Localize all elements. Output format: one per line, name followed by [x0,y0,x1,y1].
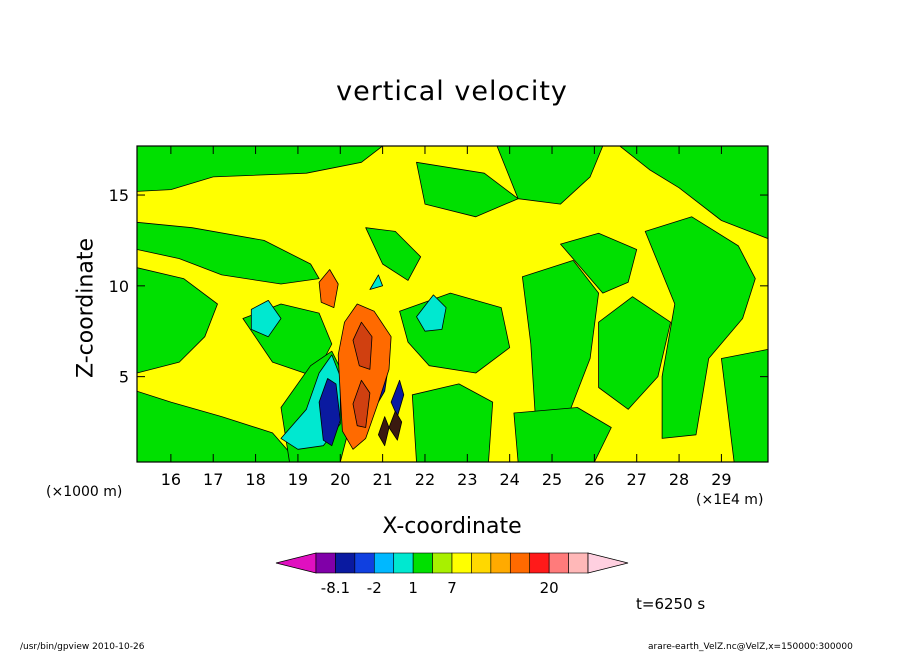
contour-region-green-13 [560,232,638,294]
x-tick-label: 23 [457,470,477,489]
contour-region-blue-1 [318,378,341,447]
contour-region-orange-1 [337,303,392,450]
contour-region-dark-orange-2 [352,379,371,428]
x-tick-label: 22 [415,470,435,489]
x-tick-label: 25 [542,470,562,489]
x-tick-label: 20 [330,470,350,489]
time-annotation: t=6250 s [636,595,706,613]
colorbar-label: 7 [447,579,457,597]
x-axis-label: X-coordinate [382,514,522,539]
plot-frame [136,145,769,463]
colorbar-swatch [432,552,453,574]
x-tick-label: 27 [627,470,647,489]
footer-left: /usr/bin/gpview 2010-10-26 [20,642,145,652]
x-unit-right: (×1E4 m) [696,492,764,508]
x-tick-label: 18 [245,470,265,489]
x-tick-label: 28 [669,470,689,489]
x-tick-label: 26 [584,470,604,489]
colorbar-label: 1 [408,579,418,597]
contour-region-green-10 [411,383,494,462]
contour-region-green-11 [496,146,604,205]
colorbar-swatch [451,552,472,574]
colorbar-label: -2 [367,579,382,597]
colorbar-swatch [529,552,550,574]
colorbar-swatch [490,552,511,574]
contour-region-green-14 [598,296,671,410]
x-unit-left: (×1000 m) [46,484,123,500]
contour-region-green-12 [522,260,599,414]
contour-region-cyan-3 [416,294,447,332]
colorbar-swatch [412,552,433,574]
x-tick-label: 17 [203,470,223,489]
colorbar-label: -8.1 [321,579,350,597]
contour-region-dark-spots-2 [378,416,390,447]
contour-region-green-3 [137,267,218,374]
contour-region-orange-2 [318,269,339,308]
x-tick-label: 29 [711,470,731,489]
contour-region-green-1 [137,146,383,192]
y-axis-label: Z-coordinate [73,238,99,378]
contour-region-green-17 [721,349,768,462]
contour-region-dark-orange-1 [352,321,373,370]
colorbar-swatch [373,552,395,574]
colorbar-swatch [548,552,569,574]
colorbar-arrow-left [275,552,317,574]
contour-region-green-18 [513,407,612,462]
y-tick-label: 5 [119,368,129,387]
contour-region-cyan-2 [250,300,282,338]
contour-region-dark-spots-1 [388,410,403,441]
contour-region-green-16 [644,216,756,439]
colorbar-swatch [568,552,589,574]
contour-region-green-8 [416,161,519,218]
contour-region-green-2 [137,221,320,285]
contour-region-cyan-4 [369,274,383,290]
y-tick-label: 10 [109,277,129,296]
colorbar-swatch [335,552,356,574]
chart-title: vertical velocity [336,76,568,107]
contour-region-green-15 [619,146,768,239]
colorbar-swatch [471,552,492,574]
contour-region-green-4 [137,390,299,462]
x-tick-label: 24 [499,470,519,489]
colorbar-swatch [509,552,531,574]
x-tick-label: 21 [372,470,392,489]
contour-region-green-7 [365,227,422,281]
colorbar-arrow-right [587,552,629,574]
colorbar-swatch [354,552,375,574]
colorbar-swatch [393,552,414,574]
footer-right: arare-earth_VelZ.nc@VelZ,x=150000:300000 [648,642,853,652]
contour-field [137,146,768,462]
x-tick-label: 16 [161,470,181,489]
colorbar-swatch [315,552,336,574]
x-tick-label: 19 [288,470,308,489]
y-tick-label: 15 [109,186,129,205]
colorbar-label: 20 [540,579,559,597]
